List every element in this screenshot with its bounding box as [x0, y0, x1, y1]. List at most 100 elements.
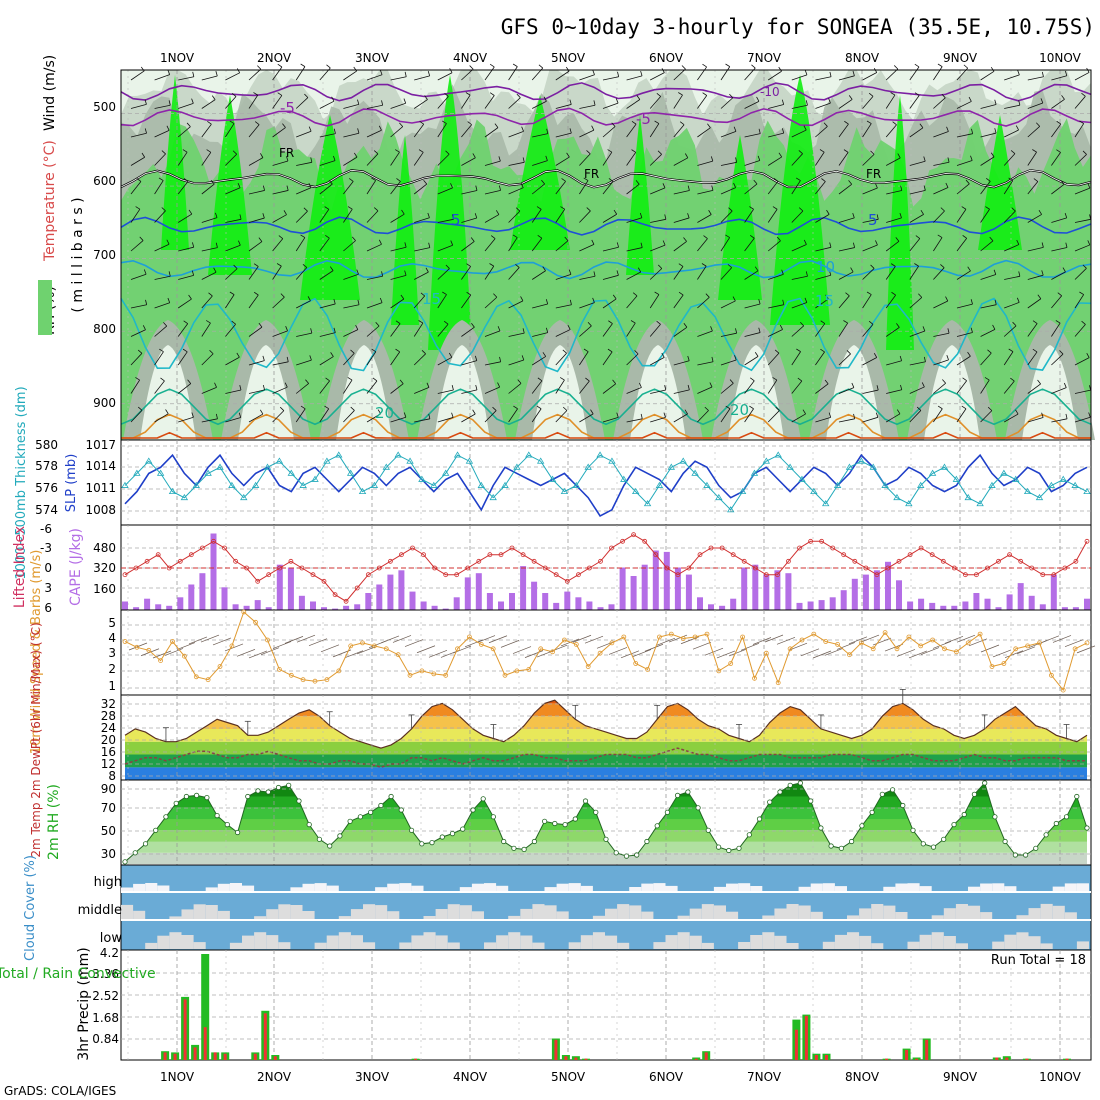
cloud-cell	[919, 886, 932, 892]
thickness-marker	[168, 487, 177, 495]
wind-barb	[178, 102, 194, 109]
precip-convective-bar	[163, 1052, 167, 1060]
wind10m-marker	[538, 646, 544, 652]
cloud-cell	[169, 932, 182, 949]
cloud-row-middle: middle	[78, 903, 122, 918]
wind-barb-flag	[443, 320, 449, 325]
wind-barb-flag	[942, 379, 946, 384]
wind10m-marker	[752, 675, 757, 681]
slp-label: SLP (mb)	[64, 454, 79, 513]
wind10m-marker	[181, 653, 187, 659]
wind-barb	[154, 243, 170, 252]
wind-barb-flag	[994, 99, 997, 105]
thickness-marker	[988, 481, 996, 488]
wind-barb	[1074, 244, 1090, 252]
wind-barb-flag	[1086, 353, 1090, 358]
wind10m-marker	[882, 630, 888, 635]
wind-barb-flag	[567, 324, 571, 330]
cape-bar	[376, 584, 383, 610]
rh2m-marker	[562, 821, 568, 828]
wind-barb	[768, 104, 784, 109]
wind-barb-flag	[279, 406, 285, 411]
cape-bar	[520, 566, 527, 610]
wind-barb	[295, 210, 308, 223]
wind-barb-flag	[657, 150, 662, 155]
wind-barb-flag	[521, 126, 524, 132]
wind10m-barb	[128, 642, 148, 651]
cape-bar	[829, 597, 836, 611]
wind-barb	[343, 70, 357, 81]
wind-barb-flag	[914, 92, 920, 96]
rh2m-marker	[623, 853, 630, 859]
isotherm-labels: -10 -5 -5 FR FR FR 5 5 10 15 15 20 20	[279, 85, 881, 422]
wind-barb	[296, 332, 312, 337]
wind-barb-flag	[427, 212, 430, 218]
isotherm-label-freezing: FR	[584, 167, 599, 181]
thickness-marker	[798, 475, 806, 482]
wind-barb-flag	[373, 150, 379, 155]
wind-barb-flag	[586, 150, 591, 155]
bottom-date-label: 5NOV	[551, 1070, 586, 1084]
wind-barb-flag	[310, 157, 313, 163]
lifted-marker	[819, 538, 824, 544]
wind-barb	[248, 326, 263, 337]
bottom-date-label: 10NOV	[1039, 1070, 1081, 1084]
cloud-cell	[423, 916, 436, 920]
thickness-marker	[180, 493, 189, 501]
rh-dry-core	[336, 345, 392, 440]
wind10m-marker	[977, 631, 983, 637]
precip-convective-bar	[885, 1058, 889, 1060]
wind-barb-flag	[797, 377, 803, 382]
wind10m-marker	[811, 631, 817, 637]
wind-barb-flag	[450, 183, 453, 188]
wind-barb-flag	[678, 263, 684, 267]
cloud-cell	[592, 915, 605, 920]
cloud-cell	[605, 908, 618, 920]
lifted-marker	[609, 545, 614, 551]
wind-barb-flag	[159, 348, 164, 353]
isotherm-label-15: 15	[815, 292, 834, 310]
wind-barb	[980, 132, 997, 138]
wind-barb	[413, 152, 424, 166]
wind-barb-flag	[687, 213, 690, 219]
wind-barb-flag	[451, 214, 454, 220]
wind-barb	[650, 218, 666, 223]
lifted-marker	[1040, 572, 1046, 578]
precip-convective-bar	[1065, 1058, 1069, 1060]
wind-barb-flag	[445, 264, 450, 269]
wind-barb-flag	[426, 382, 430, 388]
cloud-cell	[895, 883, 908, 892]
wind-barb-flag	[733, 182, 737, 188]
wind-barb-flag	[560, 206, 565, 210]
wind-barb	[201, 217, 218, 223]
wind-barb	[697, 238, 708, 252]
wind-barb	[602, 323, 613, 337]
wind-barb-flag	[404, 242, 407, 248]
wind-barb-flag	[1089, 214, 1092, 220]
temp-tick: 20	[101, 733, 116, 747]
thickness-marker	[335, 451, 343, 458]
wind-barb	[650, 187, 666, 195]
wind-barb	[650, 389, 666, 394]
cape-bar	[995, 607, 1002, 610]
wind-barb	[484, 386, 500, 394]
wind-barb-flag	[564, 236, 569, 241]
rh2m-marker	[347, 818, 353, 824]
wind-barb-flag	[215, 242, 218, 248]
cape-bar	[166, 605, 173, 611]
li-tick: 0	[44, 561, 52, 575]
thickness-marker	[810, 487, 818, 495]
wind-barb	[1027, 417, 1044, 423]
wind-barb-flag	[876, 214, 879, 220]
wind-barb	[602, 298, 617, 309]
lifted-marker	[1018, 558, 1024, 564]
wind-barb-flag	[705, 293, 710, 298]
cape-bar	[1072, 607, 1079, 610]
wind-barb-flag	[1036, 122, 1041, 127]
wind-barb	[461, 124, 472, 138]
rh2m-marker	[695, 805, 701, 811]
wind-barb-flag	[404, 71, 407, 77]
precip-convective-bar	[183, 999, 187, 1060]
wind-barb-flag	[395, 320, 401, 324]
rh-moist-column	[428, 75, 472, 350]
